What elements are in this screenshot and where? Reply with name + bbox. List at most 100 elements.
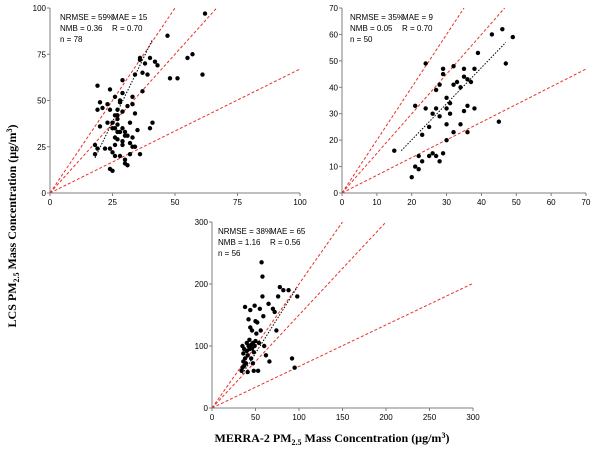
data-point xyxy=(272,309,277,315)
plot-area xyxy=(212,222,473,408)
y-tick-label: 0 xyxy=(204,404,209,413)
reference-line xyxy=(50,68,300,193)
data-point xyxy=(261,314,266,319)
data-point xyxy=(105,102,110,107)
data-point xyxy=(266,301,271,307)
x-tick-label: 300 xyxy=(466,413,480,422)
data-point xyxy=(147,55,153,61)
data-point xyxy=(475,50,481,56)
data-point xyxy=(286,288,291,293)
data-point xyxy=(413,103,418,108)
data-point xyxy=(465,103,470,108)
data-point xyxy=(392,148,397,153)
plot-area xyxy=(342,8,586,193)
stat-nmb: NMB = 0.05 xyxy=(350,24,393,33)
data-point xyxy=(253,338,258,344)
x-axis-title: MERRA-2 PM2.5 Mass Concentration (µg/m3) xyxy=(215,431,450,447)
data-point xyxy=(147,126,153,131)
reference-line xyxy=(342,68,586,193)
y-tick-label: 10 xyxy=(329,163,338,172)
data-point xyxy=(258,328,263,333)
data-point xyxy=(135,127,140,133)
data-point xyxy=(97,100,103,105)
data-point xyxy=(444,95,449,101)
data-point xyxy=(190,52,195,57)
data-point xyxy=(458,122,463,127)
data-point xyxy=(243,361,249,366)
trend-line xyxy=(94,39,153,159)
data-point xyxy=(289,356,295,361)
data-point xyxy=(107,146,113,151)
x-tick-label: 60 xyxy=(547,198,556,207)
data-point xyxy=(249,328,255,333)
data-point xyxy=(248,307,253,313)
plot-area xyxy=(50,8,300,193)
data-point xyxy=(110,150,115,155)
y-tick-label: 70 xyxy=(329,4,338,13)
stat-nmb: NMB = 1.16 xyxy=(218,238,261,247)
data-point xyxy=(257,306,263,311)
data-point xyxy=(274,328,279,333)
data-point xyxy=(251,368,256,373)
data-point xyxy=(140,70,145,75)
y-tick-label: 40 xyxy=(329,83,338,92)
data-point xyxy=(132,111,138,116)
data-point xyxy=(120,109,125,114)
data-point xyxy=(292,365,297,370)
data-point xyxy=(472,66,477,71)
data-point xyxy=(458,85,463,90)
data-point xyxy=(461,108,467,114)
y-tick-label: 60 xyxy=(329,30,338,39)
data-point xyxy=(120,126,125,131)
data-point xyxy=(503,61,509,66)
x-tick-label: 75 xyxy=(233,198,242,207)
data-point xyxy=(451,130,456,135)
y-axis-title: LCS PM2.5 Mass Concentration (µg/m3) xyxy=(5,125,21,328)
data-point xyxy=(433,153,439,159)
trend-line xyxy=(400,42,507,152)
data-point xyxy=(125,133,130,138)
data-point xyxy=(252,303,257,308)
data-point xyxy=(496,119,502,124)
data-point xyxy=(112,126,118,131)
data-point xyxy=(426,153,432,159)
scatter-panel-2: 0 10 20 30 40 50 60 70 0 10 20 30 40 50 60 70 NRMSE = 35… xyxy=(329,4,591,207)
data-point xyxy=(242,304,248,310)
data-point xyxy=(248,356,254,361)
y-tick-label: 75 xyxy=(37,50,46,59)
data-point xyxy=(263,353,269,358)
data-point xyxy=(120,77,125,83)
data-point xyxy=(137,55,143,61)
y-tick-label: 200 xyxy=(195,280,209,289)
data-point xyxy=(256,340,262,346)
data-point xyxy=(112,153,118,159)
data-point xyxy=(444,122,449,127)
data-point xyxy=(142,61,148,66)
x-tick-label: 200 xyxy=(379,413,393,422)
data-point xyxy=(255,368,261,373)
x-tick-label: 250 xyxy=(423,413,437,422)
reference-line xyxy=(50,8,218,193)
data-point xyxy=(451,63,456,69)
stat-mae: MAE = 65 xyxy=(270,227,306,236)
data-point xyxy=(267,359,272,364)
data-point xyxy=(260,274,265,279)
data-point xyxy=(117,129,123,135)
data-point xyxy=(102,146,108,151)
data-point xyxy=(247,337,252,342)
data-point xyxy=(245,369,250,375)
data-point xyxy=(105,120,110,125)
data-point xyxy=(185,55,190,61)
data-point xyxy=(167,76,173,81)
data-point xyxy=(137,151,143,157)
x-tick-label: 10 xyxy=(372,198,381,207)
scatter-panel-3: 0 50 100 150 200 250 300 0 100 200 300 NRMSE = 38%M… xyxy=(195,218,481,422)
data-point xyxy=(281,288,286,293)
stat-r: R = 0.70 xyxy=(112,24,143,33)
reference-line xyxy=(212,222,387,408)
data-point xyxy=(175,76,180,81)
x-tick-label: 100 xyxy=(292,413,306,422)
data-point xyxy=(95,83,100,88)
scatter-panel-1: 0 25 50 75 100 0 25 50 75 100 NRMSE = 59%MAE = 15 N… xyxy=(33,4,308,207)
x-tick-label: 20 xyxy=(407,198,416,207)
